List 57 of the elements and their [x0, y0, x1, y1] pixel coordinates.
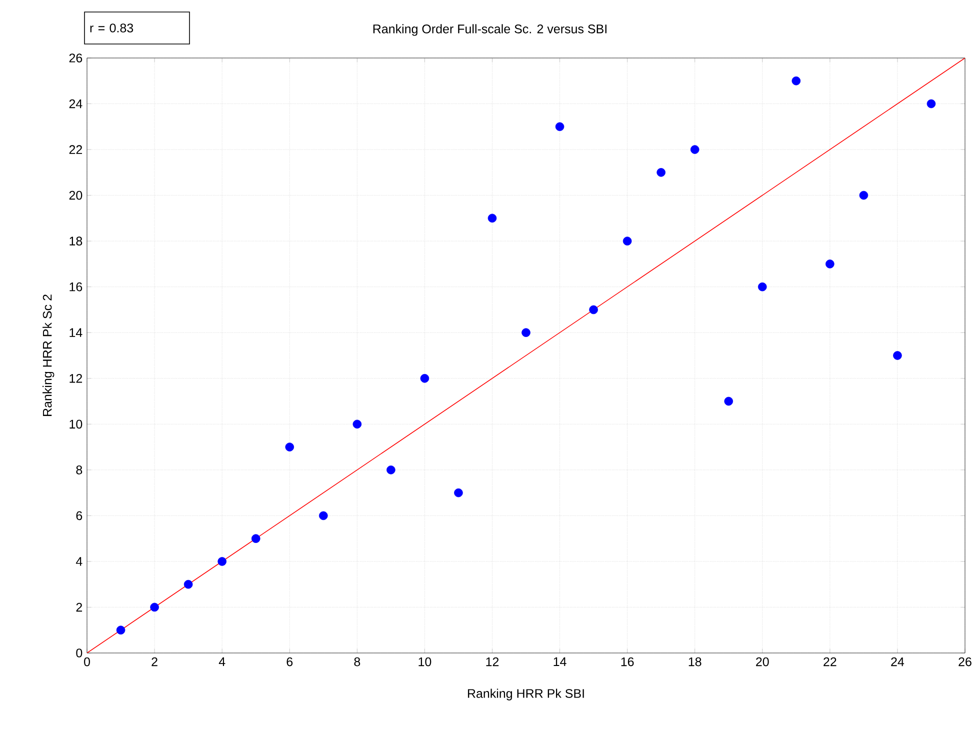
point	[251, 534, 260, 543]
point	[352, 420, 362, 429]
point	[454, 488, 463, 498]
x-tick-label: 26	[958, 657, 972, 666]
x-tick-label: 12	[486, 657, 499, 666]
x-tick-label: 20	[756, 657, 769, 666]
x-tick-label: 2	[152, 657, 158, 666]
y-tick-label: 6	[76, 511, 82, 520]
chart-title: Ranking Order Full-scale Sc. 2 versus SBI	[373, 24, 606, 36]
y-tick-label: 24	[69, 99, 82, 108]
y-tick-label: 10	[70, 420, 82, 429]
y-tick-label: 20	[69, 190, 82, 200]
point	[184, 580, 193, 589]
point	[859, 190, 868, 200]
point	[555, 122, 564, 132]
y-tick-label: 18	[70, 236, 82, 246]
x-tick-label: 22	[824, 657, 836, 666]
x-tick-label: 6	[286, 657, 293, 666]
point	[622, 236, 632, 246]
y-tick-label: 16	[70, 282, 82, 292]
point	[386, 466, 396, 474]
point	[218, 557, 226, 566]
point	[318, 511, 328, 520]
y-tick-label: 8	[76, 465, 82, 474]
point	[656, 168, 666, 177]
x-tick-label: 8	[354, 657, 360, 666]
point	[926, 99, 936, 108]
x-tick-label: 24	[891, 657, 904, 666]
y-tick-label: 12	[70, 374, 82, 383]
point	[116, 626, 126, 634]
x-tick-label: 4	[218, 657, 226, 666]
x-tick-label: 0	[84, 657, 90, 666]
point	[826, 260, 834, 268]
x-tick-label: 18	[688, 657, 702, 666]
point	[792, 76, 801, 86]
x-axis-title: Ranking HRR Pk SBI	[468, 688, 584, 700]
y-tick-label: 2	[76, 602, 82, 612]
y-axis-title: Ranking HRR Pk Sc 2	[42, 294, 54, 416]
x-tick-label: 16	[621, 657, 634, 666]
point	[893, 351, 902, 360]
x-tick-label: 10	[418, 657, 432, 666]
point	[285, 442, 294, 452]
point	[420, 374, 430, 383]
y-tick-label: 26	[69, 54, 82, 62]
point	[488, 214, 497, 223]
x-tick-label: 14	[554, 657, 566, 666]
point	[690, 145, 700, 154]
y-tick-label: 14	[70, 328, 82, 337]
point	[522, 328, 530, 338]
y-tick-label: 22	[69, 145, 82, 154]
point	[758, 282, 767, 292]
text: r = 0.83	[90, 24, 134, 32]
y-tick-label: 0	[76, 648, 82, 658]
point	[724, 396, 734, 406]
point	[150, 602, 159, 612]
y-tick-label: 4	[76, 557, 82, 566]
point	[589, 305, 598, 314]
